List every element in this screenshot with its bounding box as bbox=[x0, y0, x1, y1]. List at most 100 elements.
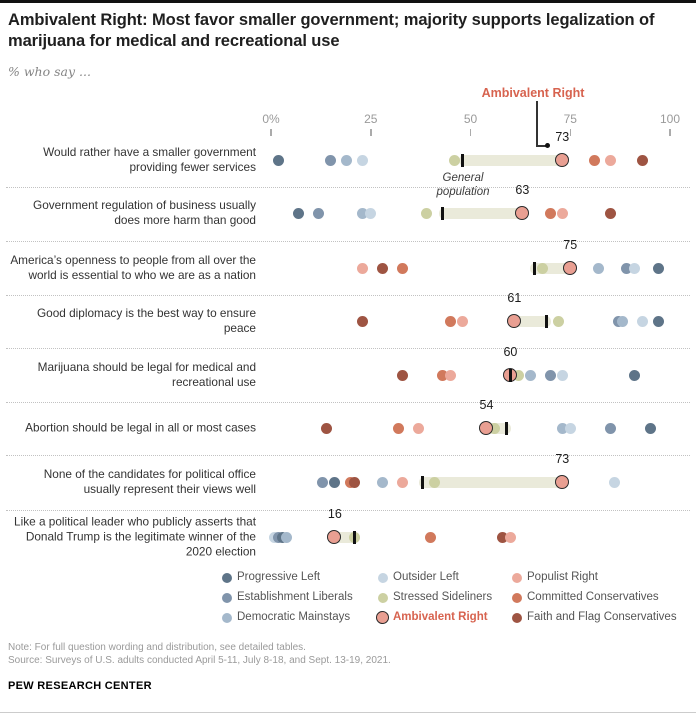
dot-faith-flag-conservatives bbox=[636, 154, 648, 166]
dot-democratic-mainstays bbox=[592, 262, 604, 274]
dot-stressed-sideliners bbox=[536, 262, 548, 274]
general-population-tick bbox=[461, 153, 464, 167]
gp-to-ambivalent-bar bbox=[458, 154, 568, 166]
dot-populist-right bbox=[445, 369, 457, 381]
row-separator bbox=[6, 348, 690, 349]
legend-label-establishment-liberals: Establishment Liberals bbox=[237, 591, 353, 603]
dot-democratic-mainstays bbox=[616, 315, 628, 327]
legend-dot-committed-conservatives bbox=[512, 593, 522, 603]
dot-faith-flag-conservatives bbox=[357, 315, 369, 327]
callout-connector-dot bbox=[545, 142, 550, 148]
dot-committed-conservatives bbox=[393, 422, 405, 434]
ambivalent-right-value-label: 73 bbox=[555, 452, 570, 466]
dot-populist-right bbox=[457, 315, 469, 327]
chart-title: Ambivalent Right: Most favor smaller gov… bbox=[8, 11, 655, 50]
dot-stressed-sideliners bbox=[552, 315, 564, 327]
legend-label-committed-conservatives: Committed Conservatives bbox=[527, 591, 659, 603]
callout-connector-horizontal bbox=[536, 145, 547, 147]
dot-democratic-mainstays bbox=[357, 207, 369, 219]
dot-progressive-left bbox=[273, 154, 285, 166]
dot-progressive-left bbox=[329, 476, 341, 488]
gp-to-ambivalent-bar bbox=[438, 207, 528, 219]
pew-research-center-brand: PEW RESEARCH CENTER bbox=[8, 680, 152, 692]
dot-faith-flag-conservatives bbox=[349, 476, 361, 488]
legend-label-democratic-mainstays: Democratic Mainstays bbox=[237, 611, 351, 623]
ambivalent-right-value-label: 54 bbox=[479, 398, 494, 412]
dot-democratic-mainstays bbox=[556, 422, 568, 434]
legend-dot-stressed-sideliners bbox=[378, 593, 388, 603]
legend-dot-democratic-mainstays bbox=[222, 613, 232, 623]
dot-democratic-mainstays bbox=[341, 154, 353, 166]
dot-ambivalent-right bbox=[506, 313, 521, 328]
legend-dot-establishment-liberals bbox=[222, 593, 232, 603]
legend-label-ambivalent-right: Ambivalent Right bbox=[393, 611, 488, 623]
bottom-rule bbox=[0, 712, 696, 713]
dot-committed-conservatives bbox=[544, 207, 556, 219]
row-label: America’s openness to people from all ov… bbox=[10, 253, 256, 282]
axis-tick-label: 75 bbox=[563, 112, 577, 126]
dot-establishment-liberals bbox=[317, 476, 329, 488]
top-rule bbox=[0, 0, 696, 3]
gp-to-ambivalent-bar bbox=[530, 262, 576, 274]
ambivalent-right-value-label: 63 bbox=[515, 183, 530, 197]
gp-to-ambivalent-bar bbox=[418, 476, 568, 488]
row-separator bbox=[6, 401, 690, 403]
general-population-tick bbox=[353, 530, 357, 544]
dot-establishment-liberals bbox=[604, 422, 616, 434]
axis-tick-mark bbox=[669, 129, 671, 136]
dot-ambivalent-right bbox=[514, 205, 529, 220]
dot-ambivalent-right bbox=[554, 474, 569, 489]
axis-tick-label: 100 bbox=[659, 112, 681, 126]
row-separator bbox=[6, 294, 690, 296]
dot-outsider-left bbox=[636, 315, 648, 327]
general-population-tick bbox=[505, 421, 508, 435]
legend-label-populist-right: Populist Right bbox=[527, 571, 598, 583]
dot-progressive-left bbox=[644, 422, 656, 434]
dot-ambivalent-right bbox=[554, 152, 569, 167]
row-separator bbox=[6, 509, 690, 511]
dot-outsider-left bbox=[365, 207, 377, 219]
row-label: Like a political leader who publicly ass… bbox=[14, 514, 256, 559]
dot-faith-flag-conservatives bbox=[604, 207, 616, 219]
dot-outsider-left bbox=[628, 262, 640, 274]
axis-tick-mark bbox=[469, 129, 472, 136]
general-population-tick bbox=[533, 261, 536, 275]
footnote-note: Note: For full question wording and dist… bbox=[8, 642, 306, 653]
legend-label-outsider-left: Outsider Left bbox=[393, 571, 459, 583]
axis-tick-mark bbox=[569, 129, 571, 136]
legend-label-stressed-sideliners: Stressed Sideliners bbox=[393, 591, 493, 603]
dot-establishment-liberals bbox=[325, 154, 337, 166]
row-separator bbox=[6, 240, 690, 242]
legend-dot-progressive-left bbox=[222, 573, 232, 583]
general-population-label: General population bbox=[436, 172, 490, 198]
legend-dot-ambivalent-right bbox=[376, 611, 389, 624]
dot-progressive-left bbox=[652, 315, 664, 327]
dot-populist-right bbox=[397, 476, 409, 488]
axis-tick-label: 25 bbox=[364, 112, 378, 126]
dot-populist-right bbox=[413, 422, 425, 434]
dot-stressed-sideliners bbox=[512, 369, 524, 381]
axis-tick-label: 50 bbox=[463, 112, 478, 126]
dot-progressive-left bbox=[293, 207, 305, 219]
row-label: Abortion should be legal in all or most … bbox=[25, 420, 256, 435]
row-separator bbox=[6, 186, 690, 188]
axis-tick-label: 0% bbox=[262, 112, 280, 126]
dot-democratic-mainstays bbox=[524, 369, 536, 381]
dot-populist-right bbox=[556, 207, 568, 219]
chart-subtitle: % who say ... bbox=[8, 64, 91, 79]
dot-establishment-liberals bbox=[620, 262, 632, 274]
dot-progressive-left bbox=[628, 369, 640, 381]
gp-to-ambivalent-bar bbox=[330, 531, 360, 543]
row-label: Marijuana should be legal for medical an… bbox=[37, 360, 256, 389]
legend-dot-outsider-left bbox=[378, 573, 388, 583]
gp-to-ambivalent-bar bbox=[510, 315, 552, 327]
dot-faith-flag-conservatives bbox=[397, 369, 409, 381]
ambivalent-right-value-label: 60 bbox=[503, 345, 518, 359]
axis-tick-mark bbox=[270, 129, 272, 136]
dot-committed-conservatives bbox=[437, 369, 449, 381]
dot-stressed-sideliners bbox=[421, 207, 433, 219]
dot-democratic-mainstays bbox=[281, 531, 293, 543]
dot-stressed-sideliners bbox=[429, 476, 441, 488]
dot-outsider-left bbox=[564, 422, 576, 434]
